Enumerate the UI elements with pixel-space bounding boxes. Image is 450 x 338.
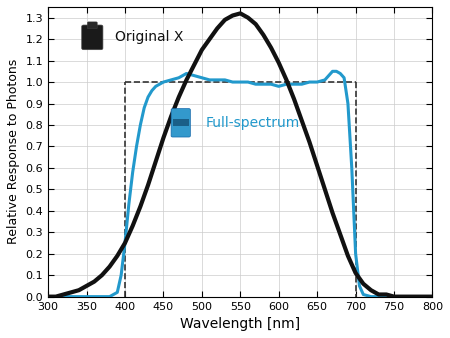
Text: Original X: Original X [115,30,184,44]
Y-axis label: Relative Response to Photons: Relative Response to Photons [7,59,20,244]
FancyBboxPatch shape [87,22,97,29]
Text: Full-spectrum: Full-spectrum [206,116,300,130]
X-axis label: Wavelength [nm]: Wavelength [nm] [180,317,300,331]
FancyBboxPatch shape [171,108,190,137]
FancyBboxPatch shape [173,119,189,126]
FancyBboxPatch shape [82,25,103,50]
